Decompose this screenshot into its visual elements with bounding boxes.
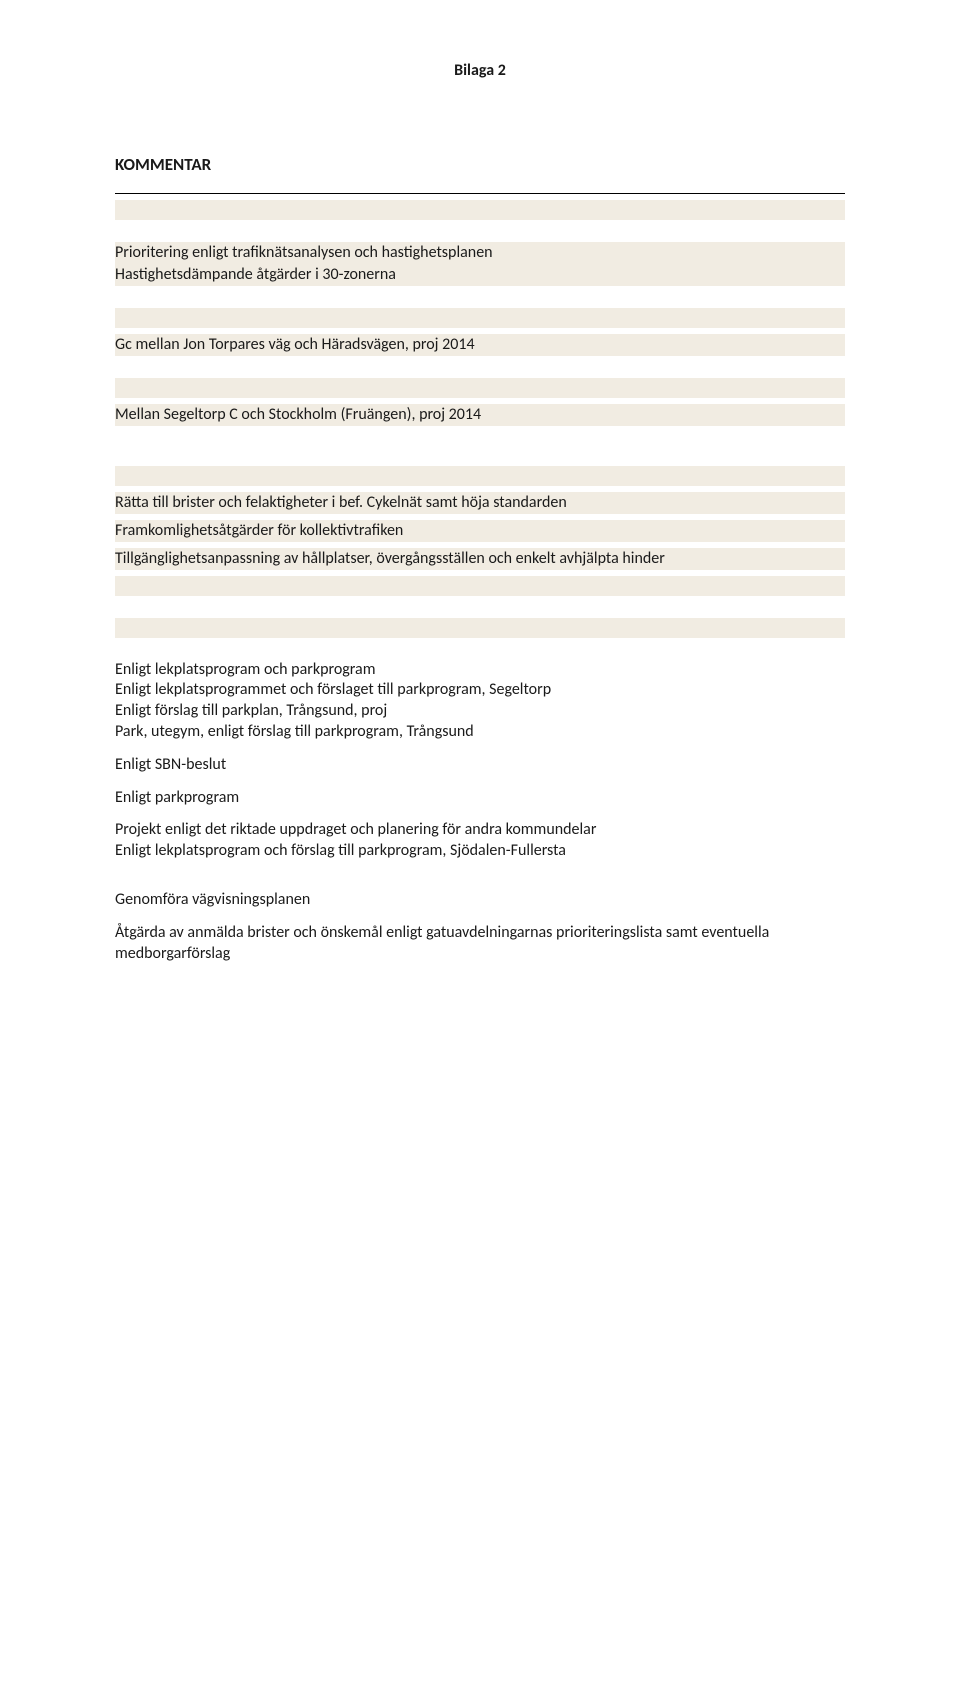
top-rule [115, 193, 845, 194]
hl-tillg: Tillgänglighetsanpassning av hållplatser… [115, 548, 845, 570]
hl-empty-2 [115, 378, 845, 398]
txt-trangsund-plan: Enligt förslag till parkplan, Trångsund,… [115, 701, 845, 722]
txt-brister-oskmal: Åtgärda av anmälda brister och önskemål … [115, 923, 845, 965]
spacer [115, 220, 845, 242]
spacer [115, 286, 845, 308]
hl-empty-1 [115, 308, 845, 328]
comment-heading: KOMMENTAR [115, 154, 845, 177]
spacer [115, 868, 845, 890]
hl-empty-5 [115, 618, 845, 638]
hl-empty-4 [115, 576, 845, 596]
spacer [115, 426, 845, 466]
hl-framkom: Framkomlighetsåtgärder för kollektivtraf… [115, 520, 845, 542]
spacer [115, 596, 845, 618]
txt-projekt-riktad: Projekt enligt det riktade uppdraget och… [115, 820, 845, 841]
txt-lekplats-sjodalen: Enligt lekplatsprogram och förslag till … [115, 841, 845, 862]
appendix-label: Bilaga 2 [115, 60, 845, 82]
txt-lekplats2: Enligt lekplatsprogrammet och förslaget … [115, 680, 845, 701]
page-root: Bilaga 2 KOMMENTAR Prioritering enligt t… [0, 0, 960, 1702]
txt-lekplats1: Enligt lekplatsprogram och parkprogram [115, 660, 845, 681]
hl-empty-top [115, 200, 845, 220]
txt-utegym: Park, utegym, enligt förslag till parkpr… [115, 722, 845, 743]
txt-parkprogram: Enligt parkprogram [115, 788, 845, 809]
hl-segeltorp: Mellan Segeltorp C och Stockholm (Fruäng… [115, 404, 845, 426]
txt-sbn-beslut: Enligt SBN-beslut [115, 755, 845, 776]
spacer [115, 356, 845, 378]
hl-gc-jon: Gc mellan Jon Torpares väg och Häradsväg… [115, 334, 845, 356]
hl-prio: Prioritering enligt trafiknätsanalysen o… [115, 242, 845, 264]
hl-speed-measures: Hastighetsdämpande åtgärder i 30-zonerna [115, 264, 845, 286]
spacer [115, 638, 845, 660]
txt-vagvisning: Genomföra vägvisningsplanen [115, 890, 845, 911]
hl-empty-3 [115, 466, 845, 486]
hl-ratta-brister: Rätta till brister och felaktigheter i b… [115, 492, 845, 514]
